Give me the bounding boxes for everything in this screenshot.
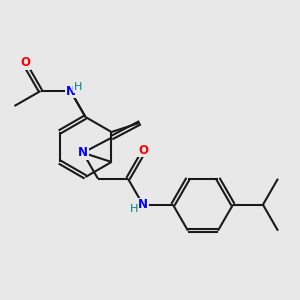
Text: O: O [20, 56, 31, 69]
Text: N: N [138, 198, 148, 211]
Text: O: O [138, 144, 148, 157]
Text: N: N [65, 85, 76, 98]
Text: N: N [78, 146, 88, 159]
Text: H: H [130, 204, 139, 214]
Text: H: H [74, 82, 82, 92]
